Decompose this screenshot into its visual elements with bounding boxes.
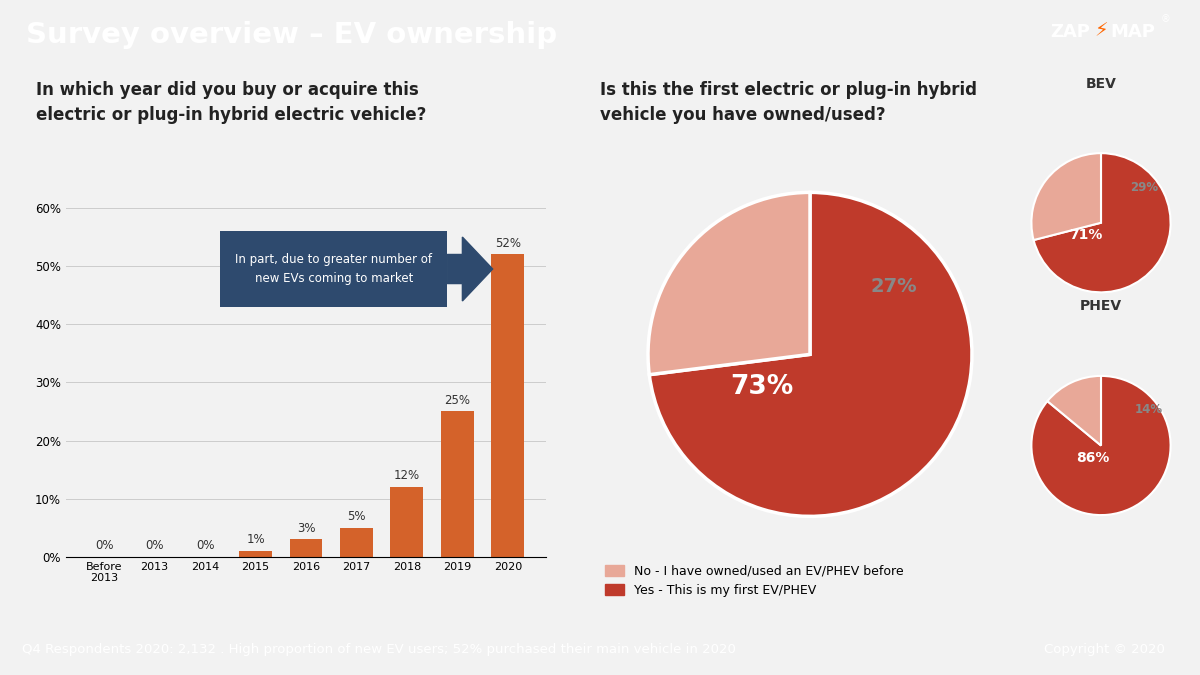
Wedge shape: [648, 192, 810, 375]
Text: 73%: 73%: [730, 374, 793, 400]
Text: 0%: 0%: [95, 539, 114, 552]
Text: 14%: 14%: [1134, 403, 1163, 416]
Bar: [491, 254, 524, 557]
Text: 29%: 29%: [1130, 182, 1158, 194]
Text: In part, due to greater number of
new EVs coming to market: In part, due to greater number of new EV…: [235, 253, 432, 285]
Text: 0%: 0%: [196, 539, 215, 552]
Text: Survey overview – EV ownership: Survey overview – EV ownership: [26, 21, 558, 49]
Wedge shape: [1048, 376, 1102, 446]
Text: 25%: 25%: [444, 394, 470, 407]
Wedge shape: [1032, 376, 1170, 515]
Text: 27%: 27%: [871, 277, 918, 296]
Text: MAP: MAP: [1110, 24, 1154, 41]
Polygon shape: [448, 237, 493, 301]
Text: 3%: 3%: [296, 522, 316, 535]
Text: ⚡: ⚡: [1094, 22, 1108, 40]
Text: 0%: 0%: [145, 539, 164, 552]
Legend: No - I have owned/used an EV/PHEV before, Yes - This is my first EV/PHEV: No - I have owned/used an EV/PHEV before…: [600, 560, 908, 601]
Text: BEV: BEV: [1086, 76, 1116, 90]
Text: ZAP: ZAP: [1050, 24, 1090, 41]
Text: Copyright © 2020: Copyright © 2020: [1044, 643, 1165, 656]
Text: In which year did you buy or acquire this
electric or plug-in hybrid electric ve: In which year did you buy or acquire thi…: [36, 81, 426, 124]
Text: 71%: 71%: [1069, 228, 1103, 242]
Bar: [289, 539, 323, 557]
Text: 1%: 1%: [246, 533, 265, 546]
FancyBboxPatch shape: [221, 232, 448, 307]
Bar: [440, 412, 474, 557]
Text: Is this the first electric or plug-in hybrid
vehicle you have owned/used?: Is this the first electric or plug-in hy…: [600, 81, 977, 124]
Text: 5%: 5%: [347, 510, 366, 523]
Text: 86%: 86%: [1076, 451, 1109, 465]
Bar: [340, 528, 373, 557]
Wedge shape: [1032, 153, 1102, 240]
Bar: [239, 551, 272, 557]
Text: 52%: 52%: [494, 237, 521, 250]
Wedge shape: [1033, 153, 1170, 292]
Bar: [390, 487, 424, 557]
Text: 12%: 12%: [394, 469, 420, 483]
Text: Q4 Respondents 2020: 2,132 . High proportion of new EV users; 52% purchased thei: Q4 Respondents 2020: 2,132 . High propor…: [22, 643, 736, 656]
Text: ®: ®: [1160, 14, 1170, 24]
Text: PHEV: PHEV: [1080, 299, 1122, 313]
Wedge shape: [649, 192, 972, 516]
